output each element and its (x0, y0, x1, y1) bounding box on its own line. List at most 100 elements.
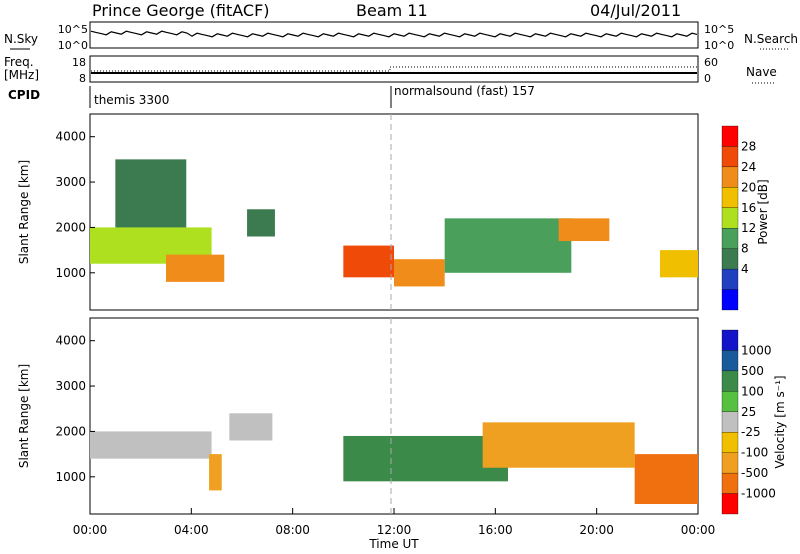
velocity-xtick-label-1: 04:00 (174, 523, 209, 537)
power-region-7 (558, 218, 610, 242)
velocity-colorbar-tick-2: 100 (741, 384, 764, 398)
velocity-plot-frame (89, 317, 699, 515)
velocity-regions (90, 413, 698, 505)
power-region-8 (660, 250, 698, 278)
cpid-segment-1: themis 3300 (94, 93, 169, 107)
velocity-region-2 (229, 413, 273, 441)
freq-tick-bottom: 8 (79, 72, 86, 85)
velocity-xtick-label-6: 00:00 (681, 523, 716, 537)
velocity-xlabel: Time UT (368, 537, 419, 551)
velocity-colorbar-tick-4: -25 (741, 425, 761, 439)
power-yticks: 1000 2000 3000 4000 (55, 130, 95, 280)
power-colorbar-swatch-2 (721, 166, 739, 188)
velocity-ytick-label-3: 4000 (55, 334, 86, 348)
velocity-xticks: 00:00 04:00 08:00 12:00 16:00 20:00 00:00 (73, 508, 716, 537)
power-colorbar-swatch-7 (721, 268, 739, 290)
nsearch-label: N.Search (744, 32, 798, 46)
freq-tick-top: 18 (72, 56, 86, 69)
power-colorbar-swatch-3 (721, 187, 739, 208)
freq-frame (89, 55, 699, 83)
power-colorbar-swatch-0 (721, 125, 739, 147)
power-region-4 (343, 245, 394, 278)
power-colorbar-tick-0: 28 (741, 139, 756, 153)
nave-tick-bottom: 0 (704, 72, 711, 85)
power-region-3 (247, 209, 275, 237)
velocity-xtick-label-3: 12:00 (377, 523, 412, 537)
velocity-colorbar-tick-0: 1000 (741, 343, 772, 357)
velocity-colorbar-tick-1: 500 (741, 364, 764, 378)
power-colorbar-swatch-4 (721, 207, 739, 229)
velocity-colorbar-tick-5: -100 (741, 446, 768, 460)
power-colorbar-swatch-8 (721, 289, 739, 311)
velocity-xtick-label-0: 00:00 (73, 523, 108, 537)
velocity-colorbar-tick-3: 25 (741, 405, 756, 419)
nsky-panel: N.Sky 10^5 10^0 10^5 10^0 N.Search (4, 21, 798, 52)
velocity-region-4 (482, 422, 635, 468)
velocity-xtick-label-4: 16:00 (478, 523, 513, 537)
power-colorbar-swatch-1 (721, 146, 739, 168)
power-colorbar-tick-4: 12 (741, 221, 756, 235)
power-region-5 (394, 259, 445, 287)
velocity-colorbar-label: Velocity [m s⁻¹] (773, 375, 787, 468)
freq-label-line1: Freq. (4, 55, 34, 69)
power-colorbar-tick-2: 20 (741, 180, 756, 194)
velocity-region-5 (634, 454, 698, 505)
power-ytick-label-2: 3000 (55, 175, 86, 189)
power-colorbar-swatch-6 (721, 248, 739, 270)
velocity-region-0 (90, 431, 212, 459)
velocity-colorbar-swatch-7 (721, 472, 739, 494)
date-title: 04/Jul/2011 (590, 1, 681, 20)
velocity-colorbar: 1000 500 100 25 -25 -100 -500 -1000 (721, 329, 776, 515)
velocity-xtick-label-5: 20:00 (579, 523, 614, 537)
velocity-ytick-label-1: 2000 (55, 424, 86, 438)
cpid-segment-2: normalsound (fast) 157 (394, 84, 535, 98)
cpid-label: CPID (8, 88, 40, 102)
velocity-colorbar-swatch-8 (721, 493, 739, 515)
power-colorbar-tick-5: 8 (741, 242, 749, 256)
nsky-tick-bottom: 10^0 (58, 39, 88, 52)
velocity-region-3 (343, 435, 508, 482)
velocity-colorbar-tick-7: -1000 (741, 487, 776, 501)
velocity-colorbar-swatch-0 (721, 329, 739, 351)
nsky-trace (90, 30, 698, 38)
power-colorbar-tick-1: 24 (741, 160, 756, 174)
nsky-label: N.Sky (4, 32, 38, 46)
nave-trace (91, 66, 697, 72)
nave-tick-top: 60 (704, 56, 718, 69)
velocity-colorbar-swatch-4 (721, 411, 739, 433)
nsky-frame (89, 21, 699, 49)
power-colorbar-label: Power [dB] (756, 179, 770, 244)
power-ytick-label-0: 1000 (55, 266, 86, 280)
cpid-strip: CPID themis 3300 normalsound (fast) 157 (8, 84, 535, 108)
power-region-1 (166, 254, 225, 282)
velocity-yticks: 1000 2000 3000 4000 (55, 334, 95, 484)
velocity-ytick-label-2: 3000 (55, 379, 86, 393)
velocity-colorbar-swatch-2 (721, 370, 739, 392)
power-ylabel: Slant Range [km] (17, 160, 31, 264)
nsky-tick-top: 10^5 (58, 23, 88, 36)
nsearch-tick-top: 10^5 (704, 23, 734, 36)
power-colorbar-tick-6: 4 (741, 262, 749, 276)
power-region-2 (115, 159, 187, 228)
station-title: Prince George (fitACF) (92, 1, 270, 20)
nave-label: Nave (746, 65, 777, 79)
velocity-colorbar-swatch-3 (721, 391, 739, 412)
power-colorbar-tick-3: 16 (741, 201, 756, 215)
power-colorbar-swatch-5 (721, 228, 739, 249)
power-colorbar: 28 24 20 16 12 8 4 (721, 125, 756, 311)
velocity-region-1 (209, 454, 222, 491)
velocity-ytick-label-0: 1000 (55, 470, 86, 484)
power-regions (90, 159, 698, 287)
velocity-ylabel: Slant Range [km] (17, 364, 31, 468)
freq-panel: Freq. [MHz] 18 8 60 0 Nave (4, 55, 777, 85)
freq-label-line2: [MHz] (4, 68, 39, 82)
power-ytick-label-3: 4000 (55, 130, 86, 144)
velocity-colorbar-tick-6: -500 (741, 466, 768, 480)
velocity-colorbar-swatch-1 (721, 350, 739, 372)
velocity-xtick-label-2: 08:00 (275, 523, 310, 537)
velocity-colorbar-swatch-5 (721, 432, 739, 453)
power-panel: Slant Range [km] 1000 2000 3000 4000 28 24 20… (17, 113, 770, 311)
velocity-colorbar-swatch-6 (721, 452, 739, 474)
